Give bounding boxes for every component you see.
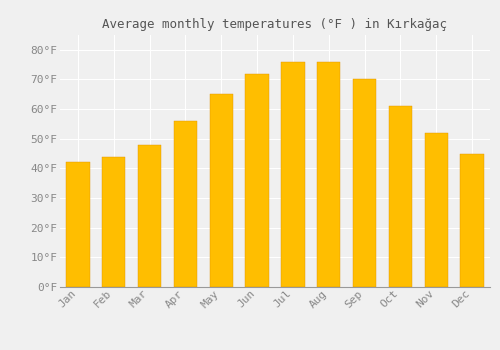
Bar <box>138 145 161 287</box>
Bar <box>424 133 448 287</box>
Bar <box>210 94 233 287</box>
Bar <box>389 106 412 287</box>
Bar <box>353 79 376 287</box>
Bar <box>246 74 268 287</box>
Bar <box>174 121 197 287</box>
Bar <box>66 162 90 287</box>
Bar <box>102 156 126 287</box>
Bar <box>460 154 483 287</box>
Bar <box>317 62 340 287</box>
Bar <box>282 62 304 287</box>
Title: Average monthly temperatures (°F ) in Kırkağaç: Average monthly temperatures (°F ) in Kı… <box>102 18 448 31</box>
